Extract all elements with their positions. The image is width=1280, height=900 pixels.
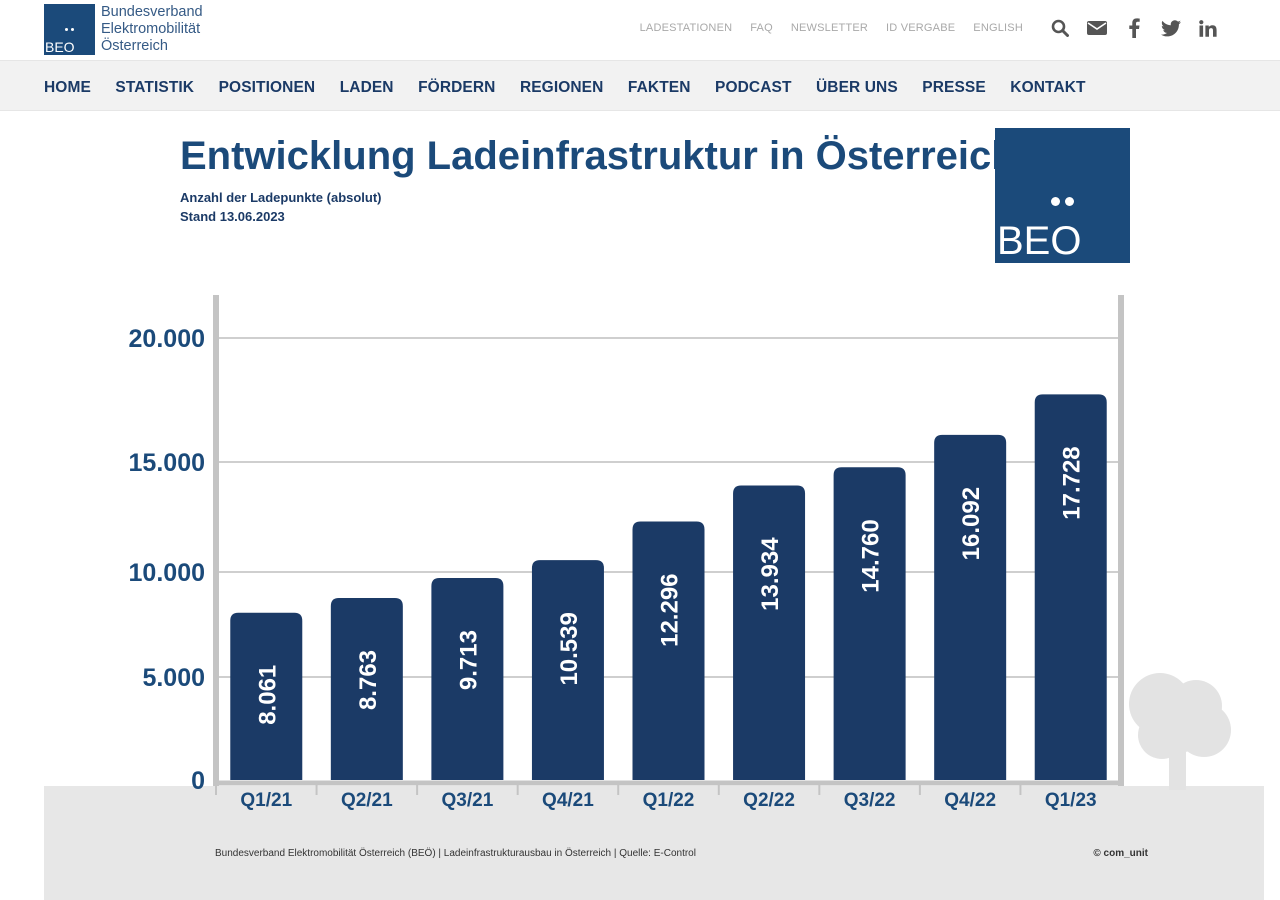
y-tick-label: 20.000: [129, 325, 205, 353]
x-tick-label: Q2/21: [341, 790, 393, 811]
y-tick-label: 15.000: [129, 449, 205, 477]
chart-title: Entwicklung Ladeinfrastruktur in Österre…: [180, 134, 1016, 178]
linkedin-icon[interactable]: [1198, 18, 1218, 38]
bar: [934, 434, 1007, 780]
chart-source-note: Bundesverband Elektromobilität Österreic…: [215, 848, 696, 859]
nav-item-positionen[interactable]: POSITIONEN: [218, 79, 316, 96]
top-link-id-vergabe[interactable]: ID VERGABE: [886, 22, 956, 34]
nav-item-statistik[interactable]: STATISTIK: [115, 79, 195, 96]
bar-value-label: 8.061: [254, 665, 281, 725]
x-tick-label: Q1/22: [643, 790, 695, 811]
y-tick-label: 0: [191, 767, 205, 795]
x-tick-label: Q1/23: [1045, 790, 1097, 811]
nav-item-kontakt[interactable]: KONTAKT: [1010, 79, 1086, 96]
top-links: LADESTATIONEN FAQ NEWSLETTER ID VERGABE …: [622, 18, 1218, 38]
bar-value-label: 17.728: [1059, 446, 1086, 519]
site-logo[interactable]: BEO Bundesverband Elektromobilität Öster…: [44, 4, 203, 55]
top-link-ladestationen[interactable]: LADESTATIONEN: [639, 22, 733, 34]
bar: [833, 467, 906, 780]
x-axis-ticks: Q1/21 Q2/21 Q3/21 Q4/21 Q1/22 Q2/22 Q3/22 Q4/22…: [215, 785, 1097, 811]
bar: [330, 597, 403, 780]
social-icons: [1033, 18, 1218, 38]
bar-value-label: 9.713: [455, 630, 482, 690]
bar-value-label: 14.760: [858, 519, 885, 592]
bar: [531, 560, 604, 780]
twitter-icon[interactable]: [1161, 18, 1181, 38]
bar-value-label: 8.763: [355, 650, 382, 710]
bar: [1034, 394, 1107, 780]
x-tick-label: Q1/21: [240, 790, 292, 811]
beo-badge: BEO: [995, 128, 1130, 263]
chart-subtitle: Anzahl der Ladepunkte (absolut) Stand 13…: [180, 188, 382, 226]
nav-item-ueber-uns[interactable]: ÜBER UNS: [816, 79, 898, 96]
bars: 8.061 8.763 9.713 10.539 12.296 13.934 14.760 1…: [230, 394, 1107, 780]
nav-item-podcast[interactable]: PODCAST: [715, 79, 792, 96]
main-navigation: HOME STATISTIK POSITIONEN LADEN FÖRDERN …: [0, 60, 1280, 111]
site-header: BEO Bundesverband Elektromobilität Öster…: [0, 0, 1280, 60]
x-tick-label: Q4/22: [944, 790, 996, 811]
top-link-faq[interactable]: FAQ: [750, 22, 773, 34]
x-tick-label: Q2/22: [743, 790, 795, 811]
bar-value-label: 10.539: [556, 612, 583, 685]
x-tick-label: Q3/22: [844, 790, 896, 811]
facebook-icon[interactable]: [1124, 18, 1144, 38]
chart-ground: [44, 786, 1264, 900]
logo-line-1: Bundesverband: [101, 4, 203, 20]
mail-icon[interactable]: [1087, 18, 1107, 38]
search-icon[interactable]: [1050, 18, 1070, 38]
logo-wordmark: Bundesverband Elektromobilität Österreic…: [101, 4, 203, 55]
chart-subtitle-line-2: Stand 13.06.2023: [180, 209, 285, 224]
bar-value-label: 16.092: [958, 487, 985, 560]
x-tick-label: Q3/21: [442, 790, 494, 811]
logo-line-3: Österreich: [101, 38, 168, 54]
nav-item-presse[interactable]: PRESSE: [922, 79, 986, 96]
logo-dots: [44, 24, 95, 32]
bar-value-label: 12.296: [657, 573, 684, 646]
x-tick-label: Q4/21: [542, 790, 594, 811]
nav-item-laden[interactable]: LADEN: [339, 79, 394, 96]
nav-item-home[interactable]: HOME: [44, 79, 91, 96]
bar: [230, 612, 303, 780]
bar: [733, 485, 806, 780]
chart-copyright: © com_unit: [1093, 848, 1148, 859]
chart-subtitle-line-1: Anzahl der Ladepunkte (absolut): [180, 190, 382, 205]
bar-value-label: 13.934: [757, 537, 784, 611]
tree-graphic: [1129, 673, 1231, 790]
nav-item-foerdern[interactable]: FÖRDERN: [418, 79, 496, 96]
badge-abbr: BEO: [997, 219, 1082, 263]
chart-frame: [213, 295, 1124, 786]
nav-item-fakten[interactable]: FAKTEN: [627, 79, 691, 96]
top-link-english[interactable]: ENGLISH: [973, 22, 1023, 34]
bar: [431, 578, 504, 780]
logo-line-2: Elektromobilität: [101, 21, 201, 37]
logo-abbr: BEO: [45, 39, 75, 55]
y-axis-ticks: 0 5.000 10.000 15.000 20.000: [129, 325, 205, 795]
logo-mark: BEO: [44, 4, 95, 55]
nav-item-regionen[interactable]: REGIONEN: [519, 79, 604, 96]
top-link-newsletter[interactable]: NEWSLETTER: [790, 22, 869, 34]
badge-dots: [1051, 191, 1074, 210]
bar: [632, 521, 705, 780]
y-tick-label: 5.000: [142, 664, 205, 692]
y-tick-label: 10.000: [129, 559, 205, 587]
